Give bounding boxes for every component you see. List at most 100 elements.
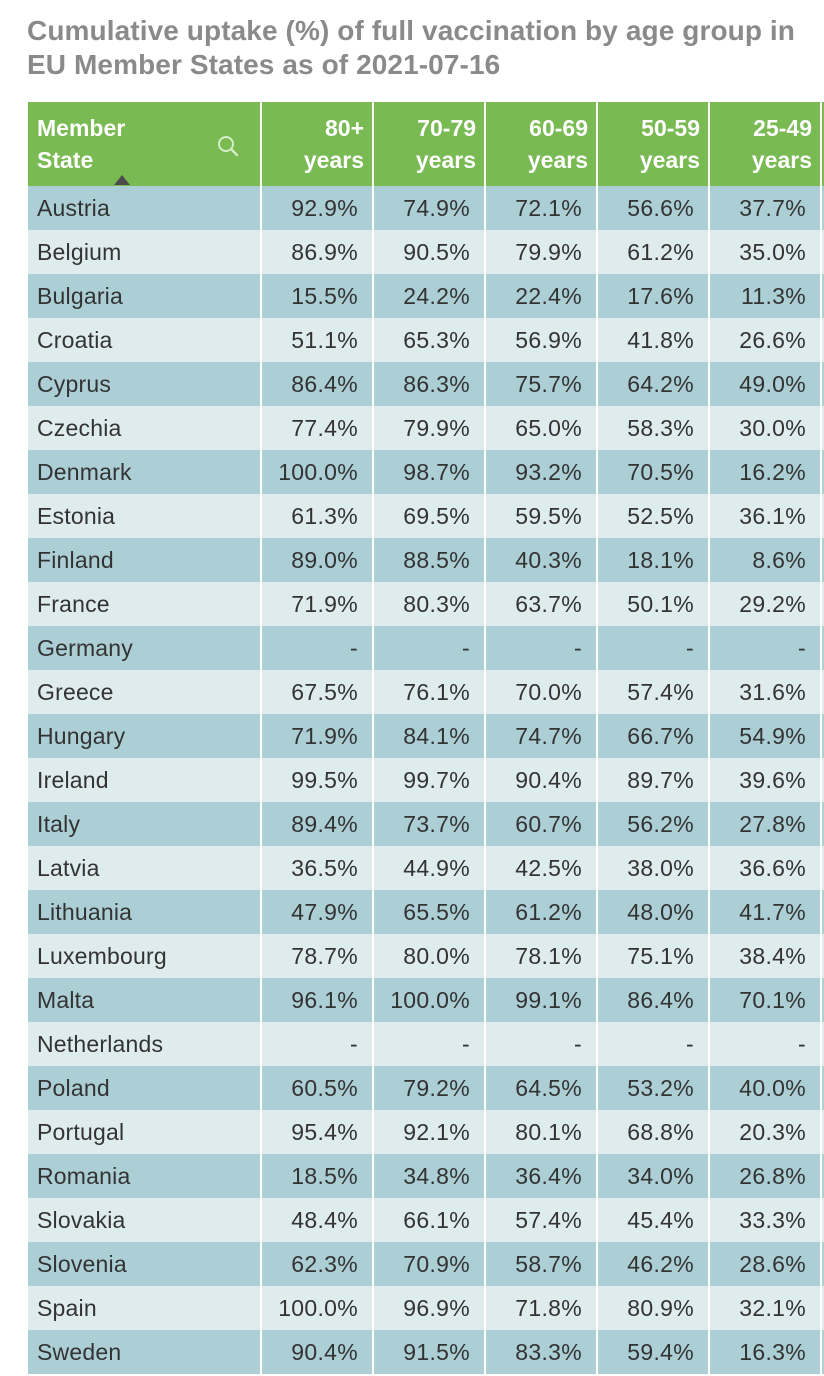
column-header-line1: 70-79	[417, 115, 476, 141]
uptake-value-cell: 80.1%	[485, 1110, 598, 1154]
uptake-value-cell: 75.1%	[597, 934, 710, 978]
table-row: Luxembourg 78.7% 80.0% 78.1% 75.1% 38.4%	[28, 934, 824, 978]
chart-title: Cumulative uptake (%) of full vaccinatio…	[27, 15, 796, 80]
column-header-25-49[interactable]: 25-49 years	[709, 102, 822, 186]
member-state-cell: Slovenia	[28, 1242, 262, 1286]
uptake-value-cell: 99.7%	[373, 758, 486, 802]
uptake-value-cell: 18.1%	[597, 538, 710, 582]
member-state-cell: Belgium	[28, 230, 262, 274]
member-state-cell: Czechia	[28, 406, 262, 450]
table-row: Ireland 99.5% 99.7% 90.4% 89.7% 39.6%	[28, 758, 824, 802]
uptake-value-cell: 64.5%	[485, 1066, 598, 1110]
member-state-cell: Germany	[28, 626, 262, 670]
next-column-partial-cell	[821, 1242, 824, 1286]
uptake-value-cell: -	[597, 1022, 710, 1066]
column-header-next-partial	[821, 102, 824, 186]
uptake-value-cell: 69.5%	[373, 494, 486, 538]
column-header-member-state[interactable]: Member State	[28, 102, 262, 186]
next-column-partial-cell	[821, 758, 824, 802]
uptake-value-cell: 24.2%	[373, 274, 486, 318]
uptake-value-cell: 54.9%	[709, 714, 822, 758]
table-row: Denmark 100.0% 98.7% 93.2% 70.5% 16.2%	[28, 450, 824, 494]
table-row: Lithuania 47.9% 65.5% 61.2% 48.0% 41.7%	[28, 890, 824, 934]
column-header-50-59[interactable]: 50-59 years	[597, 102, 710, 186]
table-row: Netherlands - - - - -	[28, 1022, 824, 1066]
uptake-value-cell: 56.2%	[597, 802, 710, 846]
uptake-value-cell: 28.6%	[709, 1242, 822, 1286]
uptake-value-cell: 56.6%	[597, 186, 710, 230]
search-icon[interactable]	[216, 134, 240, 158]
uptake-value-cell: 86.3%	[373, 362, 486, 406]
table-row: Sweden 90.4% 91.5% 83.3% 59.4% 16.3%	[28, 1330, 824, 1374]
column-header-80-plus[interactable]: 80+ years	[261, 102, 374, 186]
uptake-value-cell: 79.9%	[485, 230, 598, 274]
uptake-value-cell: -	[261, 1022, 374, 1066]
uptake-value-cell: 90.5%	[373, 230, 486, 274]
uptake-value-cell: 36.6%	[709, 846, 822, 890]
member-state-cell: Romania	[28, 1154, 262, 1198]
uptake-value-cell: 99.1%	[485, 978, 598, 1022]
uptake-value-cell: 39.6%	[709, 758, 822, 802]
uptake-value-cell: 33.3%	[709, 1198, 822, 1242]
uptake-value-cell: 72.1%	[485, 186, 598, 230]
next-column-partial-cell	[821, 362, 824, 406]
member-state-cell: Denmark	[28, 450, 262, 494]
uptake-value-cell: -	[597, 626, 710, 670]
member-state-cell: Cyprus	[28, 362, 262, 406]
uptake-value-cell: 100.0%	[261, 1286, 374, 1330]
uptake-value-cell: 70.1%	[709, 978, 822, 1022]
column-header-60-69[interactable]: 60-69 years	[485, 102, 598, 186]
uptake-value-cell: 70.9%	[373, 1242, 486, 1286]
member-state-cell: Slovakia	[28, 1198, 262, 1242]
vaccination-table-container[interactable]: Member State 80+ years 70-79 years	[28, 102, 824, 1374]
uptake-value-cell: 61.2%	[485, 890, 598, 934]
uptake-value-cell: 89.4%	[261, 802, 374, 846]
uptake-value-cell: 61.3%	[261, 494, 374, 538]
uptake-value-cell: 67.5%	[261, 670, 374, 714]
uptake-value-cell: 71.9%	[261, 582, 374, 626]
uptake-value-cell: 36.1%	[709, 494, 822, 538]
uptake-value-cell: 59.4%	[597, 1330, 710, 1374]
uptake-value-cell: 48.4%	[261, 1198, 374, 1242]
table-row: Germany - - - - -	[28, 626, 824, 670]
uptake-value-cell: -	[373, 626, 486, 670]
member-state-cell: Sweden	[28, 1330, 262, 1374]
column-header-label: Member State	[37, 112, 157, 176]
uptake-value-cell: 20.3%	[709, 1110, 822, 1154]
column-header-70-79[interactable]: 70-79 years	[373, 102, 486, 186]
uptake-value-cell: 26.6%	[709, 318, 822, 362]
uptake-value-cell: 53.2%	[597, 1066, 710, 1110]
uptake-value-cell: 98.7%	[373, 450, 486, 494]
uptake-value-cell: 16.2%	[709, 450, 822, 494]
uptake-value-cell: 80.0%	[373, 934, 486, 978]
uptake-value-cell: 58.3%	[597, 406, 710, 450]
uptake-value-cell: 34.0%	[597, 1154, 710, 1198]
table-row: Poland 60.5% 79.2% 64.5% 53.2% 40.0%	[28, 1066, 824, 1110]
uptake-value-cell: 78.7%	[261, 934, 374, 978]
uptake-value-cell: 59.5%	[485, 494, 598, 538]
table-row: Slovenia 62.3% 70.9% 58.7% 46.2% 28.6%	[28, 1242, 824, 1286]
next-column-partial-cell	[821, 582, 824, 626]
next-column-partial-cell	[821, 274, 824, 318]
next-column-partial-cell	[821, 230, 824, 274]
next-column-partial-cell	[821, 1330, 824, 1374]
column-header-line2: years	[751, 147, 812, 173]
member-state-cell: Spain	[28, 1286, 262, 1330]
next-column-partial-cell	[821, 186, 824, 230]
member-state-cell: Netherlands	[28, 1022, 262, 1066]
uptake-value-cell: 70.5%	[597, 450, 710, 494]
column-header-line2: years	[303, 147, 364, 173]
next-column-partial-cell	[821, 1066, 824, 1110]
table-row: Croatia 51.1% 65.3% 56.9% 41.8% 26.6%	[28, 318, 824, 362]
uptake-value-cell: 56.9%	[485, 318, 598, 362]
sort-ascending-icon[interactable]	[114, 175, 130, 185]
next-column-partial-cell	[821, 802, 824, 846]
uptake-value-cell: 60.5%	[261, 1066, 374, 1110]
uptake-value-cell: 84.1%	[373, 714, 486, 758]
uptake-value-cell: 42.5%	[485, 846, 598, 890]
uptake-value-cell: 27.8%	[709, 802, 822, 846]
table-row: Czechia 77.4% 79.9% 65.0% 58.3% 30.0%	[28, 406, 824, 450]
uptake-value-cell: 18.5%	[261, 1154, 374, 1198]
uptake-value-cell: 100.0%	[373, 978, 486, 1022]
uptake-value-cell: 75.7%	[485, 362, 598, 406]
